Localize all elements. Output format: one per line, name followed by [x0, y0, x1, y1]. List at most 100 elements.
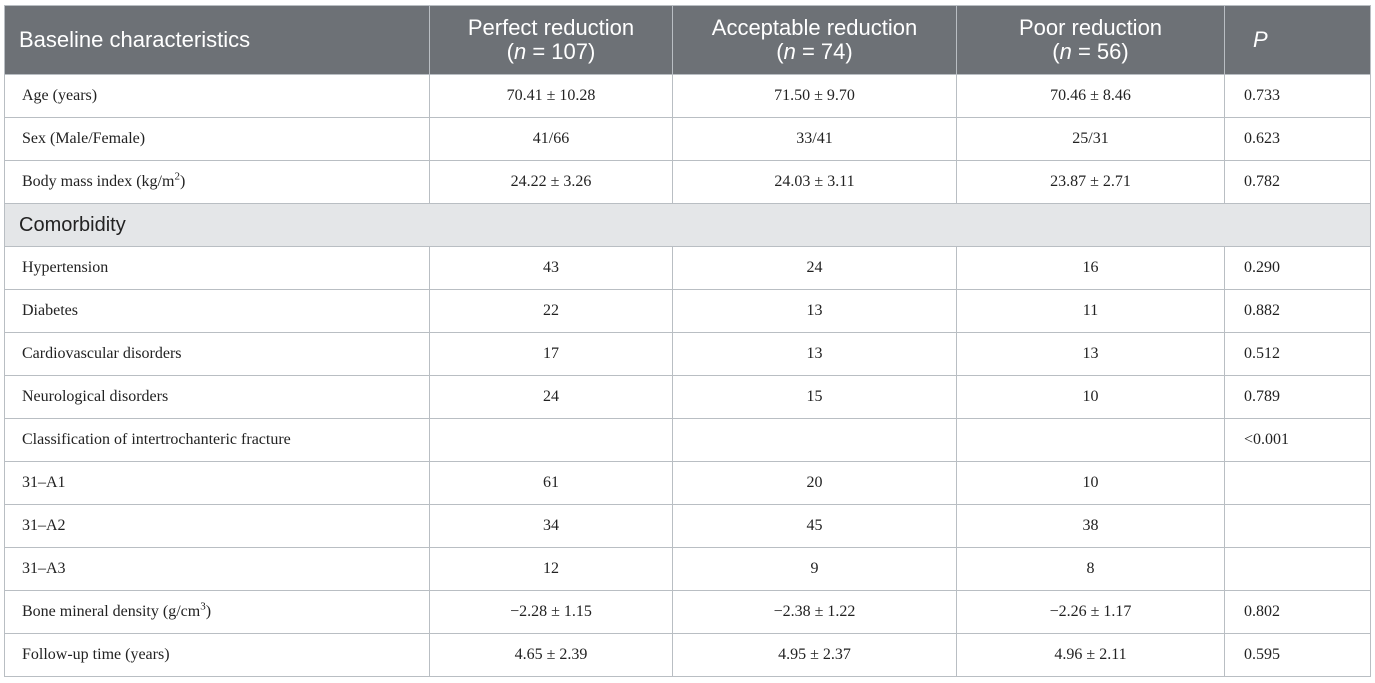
cell-acceptable-reduction: 9	[672, 547, 957, 591]
table-row: Neurological disorders 24 15 10 0.789	[4, 375, 1371, 419]
cell-acceptable-reduction: −2.38 ± 1.22	[672, 590, 957, 634]
cell-p-value: 0.595	[1224, 633, 1371, 677]
table-row: 31–A2 34 45 38	[4, 504, 1371, 548]
row-label: Diabetes	[4, 289, 430, 333]
table-header: Baseline characteristics Perfect reducti…	[4, 5, 1371, 75]
table-row: Follow-up time (years) 4.65 ± 2.39 4.95 ± …	[4, 633, 1371, 677]
cell-acceptable-reduction: 20	[672, 461, 957, 505]
row-label-close: )	[205, 603, 212, 620]
n-value: = 74)	[795, 39, 853, 64]
cell-poor-reduction: 23.87 ± 2.71	[956, 160, 1225, 204]
cell-perfect-reduction: 61	[429, 461, 673, 505]
cell-p-value: 0.802	[1224, 590, 1371, 634]
row-label: Sex (Male/Female)	[4, 117, 430, 161]
header-row: Baseline characteristics Perfect reducti…	[4, 5, 1371, 75]
row-label: Neurological disorders	[4, 375, 430, 419]
header-poor-n: (n = 56)	[971, 40, 1210, 64]
cell-p-value: 0.789	[1224, 375, 1371, 419]
table-row: 31–A3 12 9 8	[4, 547, 1371, 591]
cell-acceptable-reduction	[672, 418, 957, 462]
row-label-superscript: 3	[200, 600, 206, 613]
header-acceptable-n: (n = 74)	[687, 40, 942, 64]
n-value: = 107)	[526, 39, 596, 64]
cell-perfect-reduction: −2.28 ± 1.15	[429, 590, 673, 634]
row-label: Bone mineral density (g/cm3)	[4, 590, 430, 634]
cell-poor-reduction: 11	[956, 289, 1225, 333]
row-label: Follow-up time (years)	[4, 633, 430, 677]
row-label: Hypertension	[4, 246, 430, 290]
cell-perfect-reduction: 43	[429, 246, 673, 290]
table-row: Classification of intertrochanteric frac…	[4, 418, 1371, 462]
cell-p-value: 0.512	[1224, 332, 1371, 376]
cell-poor-reduction: −2.26 ± 1.17	[956, 590, 1225, 634]
cell-p-value: 0.882	[1224, 289, 1371, 333]
table-row: Sex (Male/Female) 41/66 33/41 25/31 0.623	[4, 117, 1371, 161]
cell-acceptable-reduction: 13	[672, 332, 957, 376]
cell-p-value	[1224, 461, 1371, 505]
cell-poor-reduction: 16	[956, 246, 1225, 290]
row-label-text: Body mass index (kg/m	[22, 173, 175, 190]
cell-p-value: 0.290	[1224, 246, 1371, 290]
header-acceptable-reduction: Acceptable reduction (n = 74)	[672, 5, 957, 75]
table-row: Diabetes 22 13 11 0.882	[4, 289, 1371, 333]
table-row: Bone mineral density (g/cm3) −2.28 ± 1.15…	[4, 590, 1371, 634]
table-row: Age (years) 70.41 ± 10.28 71.50 ± 9.70 70.4…	[4, 74, 1371, 118]
cell-acceptable-reduction: 13	[672, 289, 957, 333]
row-label-close: )	[179, 173, 186, 190]
cell-acceptable-reduction: 15	[672, 375, 957, 419]
n-symbol: n	[1059, 39, 1072, 64]
row-label: Classification of intertrochanteric frac…	[4, 418, 430, 462]
cell-poor-reduction: 4.96 ± 2.11	[956, 633, 1225, 677]
baseline-characteristics-table: Baseline characteristics Perfect reducti…	[4, 5, 1371, 677]
cell-perfect-reduction: 41/66	[429, 117, 673, 161]
paren: (	[506, 39, 514, 64]
cell-acceptable-reduction: 71.50 ± 9.70	[672, 74, 957, 118]
cell-p-value	[1224, 504, 1371, 548]
cell-perfect-reduction: 24.22 ± 3.26	[429, 160, 673, 204]
table-row: 31–A1 61 20 10	[4, 461, 1371, 505]
cell-poor-reduction: 10	[956, 375, 1225, 419]
cell-poor-reduction: 25/31	[956, 117, 1225, 161]
paren: (	[1052, 39, 1060, 64]
cell-perfect-reduction: 70.41 ± 10.28	[429, 74, 673, 118]
header-perfect-reduction: Perfect reduction (n = 107)	[429, 5, 673, 75]
row-label-text: Bone mineral density (g/cm	[22, 603, 201, 620]
n-value: = 56)	[1071, 39, 1129, 64]
cell-acceptable-reduction: 4.95 ± 2.37	[672, 633, 957, 677]
cell-poor-reduction: 38	[956, 504, 1225, 548]
cell-p-value: 0.623	[1224, 117, 1371, 161]
cell-perfect-reduction	[429, 418, 673, 462]
table-row: Hypertension 43 24 16 0.290	[4, 246, 1371, 290]
table-container: Baseline characteristics Perfect reducti…	[4, 5, 1371, 677]
n-symbol: n	[783, 39, 796, 64]
section-label: Comorbidity	[4, 203, 1371, 247]
row-label: Age (years)	[4, 74, 430, 118]
cell-acceptable-reduction: 24.03 ± 3.11	[672, 160, 957, 204]
row-label: Cardiovascular disorders	[4, 332, 430, 376]
cell-poor-reduction	[956, 418, 1225, 462]
header-poor-title: Poor reduction	[1018, 15, 1163, 40]
cell-p-value	[1224, 547, 1371, 591]
cell-p-value: <0.001	[1224, 418, 1371, 462]
cell-p-value: 0.733	[1224, 74, 1371, 118]
row-label: 31–A2	[4, 504, 430, 548]
header-poor-reduction: Poor reduction (n = 56)	[956, 5, 1225, 75]
cell-acceptable-reduction: 45	[672, 504, 957, 548]
header-perfect-title: Perfect reduction	[467, 15, 635, 40]
cell-acceptable-reduction: 33/41	[672, 117, 957, 161]
cell-perfect-reduction: 12	[429, 547, 673, 591]
table-row: Body mass index (kg/m2) 24.22 ± 3.26 24.03…	[4, 160, 1371, 204]
header-p-value: P	[1224, 5, 1371, 75]
cell-acceptable-reduction: 24	[672, 246, 957, 290]
paren: (	[776, 39, 784, 64]
cell-poor-reduction: 8	[956, 547, 1225, 591]
header-acceptable-title: Acceptable reduction	[711, 15, 918, 40]
header-baseline-characteristics: Baseline characteristics	[4, 5, 430, 75]
cell-perfect-reduction: 34	[429, 504, 673, 548]
cell-poor-reduction: 70.46 ± 8.46	[956, 74, 1225, 118]
cell-poor-reduction: 10	[956, 461, 1225, 505]
header-perfect-n: (n = 107)	[444, 40, 658, 64]
cell-p-value: 0.782	[1224, 160, 1371, 204]
cell-perfect-reduction: 17	[429, 332, 673, 376]
cell-poor-reduction: 13	[956, 332, 1225, 376]
